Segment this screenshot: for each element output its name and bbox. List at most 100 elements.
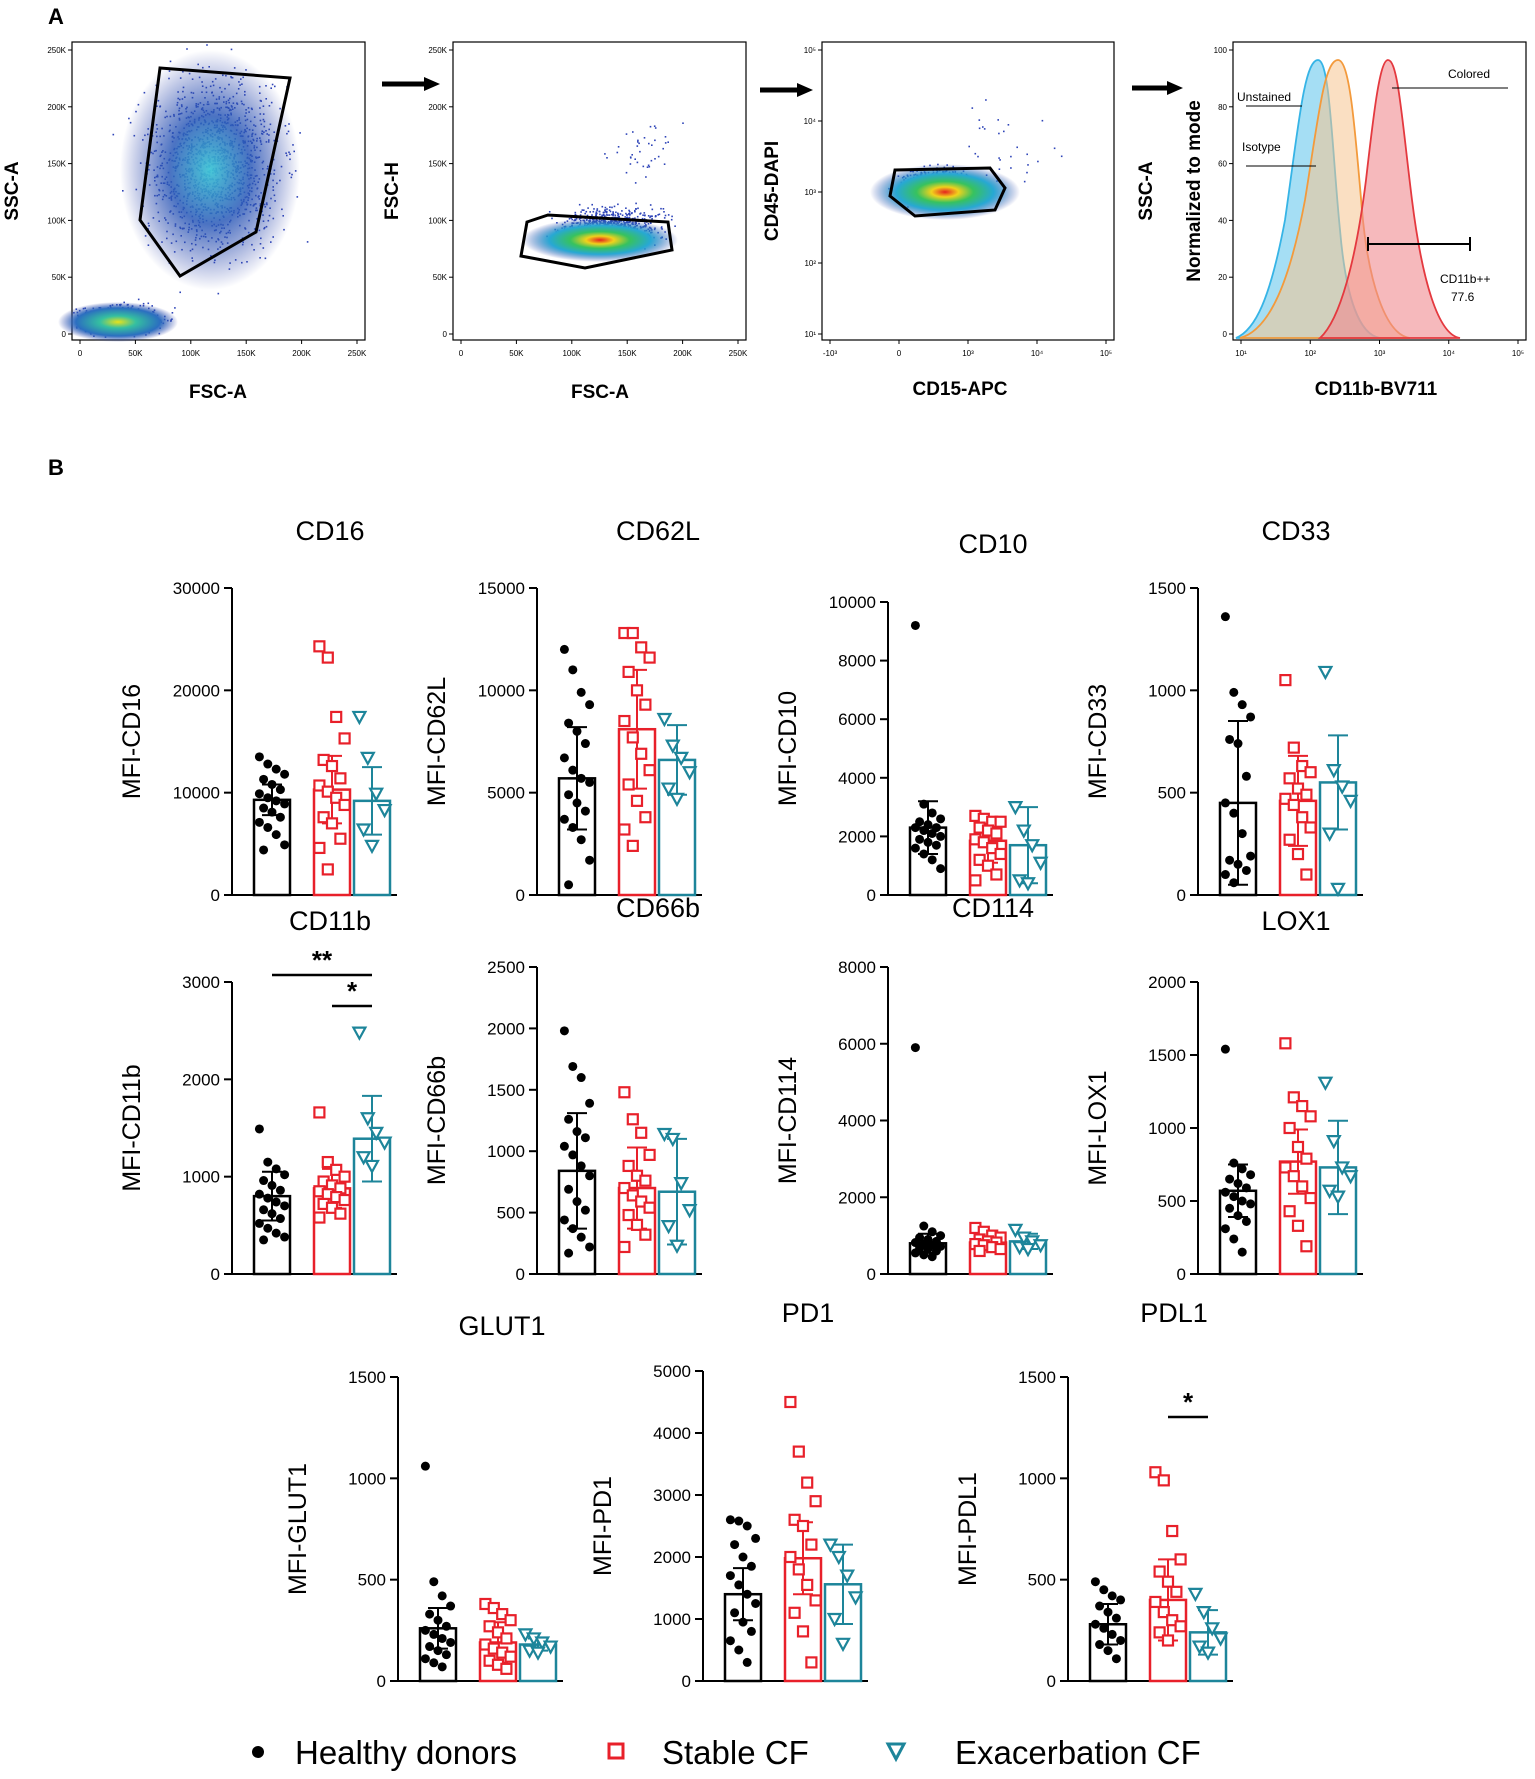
data-point [622,665,635,679]
flow-event-dot [634,210,636,213]
data-point [364,839,380,855]
chart-ytick-label: 500 [1158,1192,1186,1211]
flow-event-dot [968,145,970,148]
data-point [1296,1180,1309,1193]
data-point [643,651,656,664]
data-point [1342,794,1359,810]
data-point [576,1161,586,1171]
data-point [910,620,920,630]
flow-event-dot [643,218,646,220]
flow-ytick-label: 80 [1218,103,1227,112]
data-point [1246,851,1256,861]
flow-event-dot [609,210,612,213]
data-point [1032,856,1049,872]
flow-event-dot [653,125,656,127]
histogram-colored-curve [1317,59,1461,339]
flow-event-dot [607,214,609,216]
data-point [1174,1620,1187,1633]
flow-event-dot [660,207,662,210]
data-point [981,859,995,872]
data-point [425,1642,435,1652]
data-point [910,1043,920,1053]
flow-event-dot [617,213,620,215]
data-point [1300,1152,1313,1165]
flow-event-dot [579,214,582,216]
data-point [263,759,273,769]
data-point [1212,1632,1229,1647]
flow-plot-2-ylabel: FSC-H [382,162,403,220]
data-point [809,1594,822,1607]
flow-event-dot [674,225,676,227]
data-point [1325,764,1342,779]
data-point [437,1662,447,1672]
data-point [1220,870,1230,880]
chart-title: LOX1 [1261,906,1330,936]
data-point [1220,798,1230,808]
flow-event-dot [654,139,656,142]
data-point [275,812,285,822]
chart-ytick-label: 0 [377,1672,386,1691]
flow-event-dot [206,44,208,46]
flow-event-dot [596,212,598,215]
flow-xtick-label: 200K [673,349,692,358]
data-point [630,794,644,807]
flow-ytick-label: 10⁵ [804,46,816,55]
significance-label: * [1183,1387,1194,1417]
data-point [263,793,273,803]
flow-ytick-label: 150K [428,160,447,169]
flow-event-dot [137,298,140,301]
data-point [271,796,281,806]
data-point [580,739,590,749]
data-point [1233,859,1243,869]
flow-event-dot [598,210,601,213]
chart-cd10: CD10 MFI-CD10 0 2000 4000 6000 8000 10000 [774,529,1053,905]
flow-xtick-label: 200K [292,349,311,358]
flow-event-dot [1026,153,1028,156]
data-point [626,1189,639,1202]
flow-event-dot [658,213,661,216]
data-point [1153,1626,1166,1639]
flow-event-dot [1037,160,1039,163]
data-point [559,753,569,763]
data-point [1161,1634,1175,1647]
data-point [730,1540,740,1550]
data-point [1330,882,1346,898]
flow-xtick-label: 250K [729,349,748,358]
data-point [321,785,334,798]
histogram-cd11b: Unstained Isotype Colored CD11b++ 77.6 C… [1136,41,1527,400]
flow-event-dot [186,48,188,50]
chart-title: CD66b [616,893,700,923]
chart-ytick-label: 5000 [487,784,525,803]
chart-glut1: GLUT1 MFI-GLUT1 0 500 1000 1500 [284,1311,563,1691]
data-point [730,1608,740,1618]
data-point [635,747,648,760]
chart-ylabel: MFI-CD66b [423,1056,451,1185]
chart-ytick-label: 3000 [653,1486,691,1505]
flow-event-dot [230,48,233,51]
data-point [1241,771,1251,781]
data-point [355,1151,372,1166]
data-point [751,1533,761,1543]
data-point [626,626,639,640]
chart-ytick-label: 1500 [1018,1368,1056,1387]
data-point [994,847,1007,861]
legend-stable-marker [607,1742,625,1760]
flow-event-dot [671,215,673,218]
flow-event-dot [617,214,619,217]
chart-ytick-label: 30000 [173,579,220,598]
data-point [280,1201,290,1211]
chart-ytick-label: 500 [358,1571,386,1590]
data-point [267,779,277,789]
data-point [420,1461,430,1471]
data-point [559,1026,569,1036]
flow-event-dot [638,142,640,145]
flow-event-dot [605,214,608,216]
data-point [1241,1216,1251,1226]
data-point [725,1636,735,1646]
data-point [734,1580,744,1590]
data-point [801,1578,814,1592]
flow-event-dot [648,142,650,145]
data-point [259,845,269,855]
flow-event-dot [612,213,615,216]
chart-ytick-label: 5000 [653,1362,691,1381]
